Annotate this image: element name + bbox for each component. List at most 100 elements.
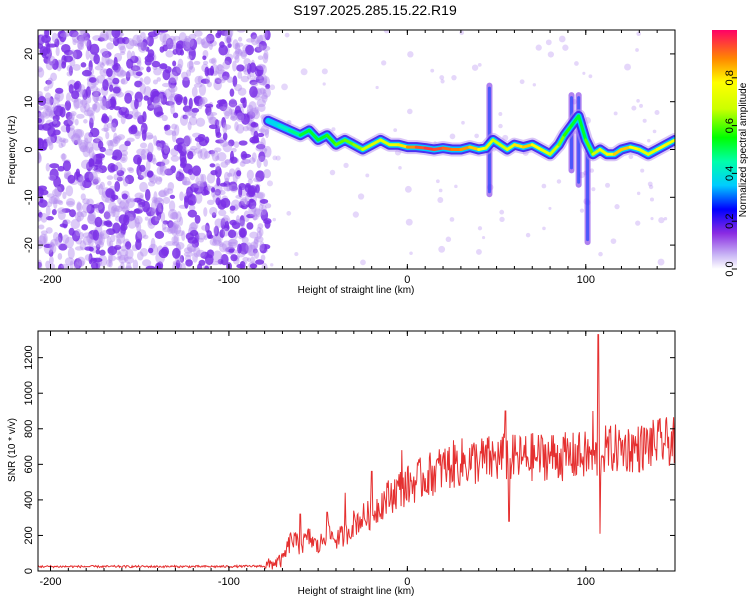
noise-blob (148, 103, 158, 109)
noise-blob (120, 70, 127, 77)
noise-blob (50, 263, 56, 269)
noise-blob (239, 198, 247, 203)
noise-blob (229, 98, 237, 109)
noise-blob (117, 174, 125, 182)
noise-blob (116, 176, 123, 182)
noise-blob (140, 31, 146, 39)
noise-blob (99, 30, 110, 42)
noise-dot (654, 109, 660, 116)
noise-blob (103, 211, 111, 220)
noise-blob (121, 193, 128, 200)
snr-ytick-label: 0 (23, 568, 35, 574)
noise-blob (57, 232, 63, 243)
noise-blob (74, 261, 80, 269)
noise-dot (605, 182, 611, 188)
noise-blob (86, 198, 94, 206)
noise-blob (159, 165, 165, 173)
noise-dot (498, 123, 503, 129)
spectrogram-x-ticks: -200 -100 0 100 (39, 30, 676, 286)
noise-blob (89, 127, 100, 138)
noise-blob (87, 213, 96, 225)
noise-blob (59, 32, 69, 38)
noise-blob (168, 95, 173, 106)
ridge-segment (664, 138, 675, 147)
noise-blob (73, 139, 79, 146)
noise-blob (107, 201, 117, 214)
noise-blob (118, 201, 126, 209)
noise-blob (89, 117, 94, 130)
noise-blob (61, 43, 71, 53)
noise-dot (343, 162, 349, 169)
noise-blob (237, 48, 242, 55)
noise-blob (229, 115, 238, 121)
noise-blob (81, 97, 88, 109)
noise-blob (45, 260, 51, 269)
noise-blob (97, 232, 105, 237)
noise-blob (154, 230, 165, 239)
noise-blob (47, 126, 56, 137)
noise-blob (259, 87, 266, 94)
noise-blob (189, 229, 199, 237)
noise-blob (167, 220, 174, 228)
noise-blob (106, 42, 114, 50)
noise-dot (639, 103, 643, 108)
noise-blob (202, 60, 209, 65)
noise-blob (224, 30, 233, 39)
noise-blob (59, 106, 66, 118)
noise-blob (125, 241, 132, 250)
noise-blob (140, 41, 147, 51)
noise-blob (186, 60, 194, 70)
noise-blob (95, 88, 101, 94)
noise-blob (232, 39, 239, 50)
noise-blob (88, 60, 93, 72)
noise-blob (211, 212, 217, 219)
noise-blob (253, 250, 260, 259)
noise-blob (206, 230, 213, 239)
noise-blob (220, 197, 231, 209)
noise-dot (286, 210, 292, 216)
ridge-segment (577, 114, 588, 142)
noise-blob (91, 90, 101, 98)
noise-blob (45, 61, 54, 71)
noise-blob (75, 128, 85, 139)
noise-blob (264, 219, 271, 229)
noise-blob (144, 188, 151, 201)
noise-blob (255, 236, 264, 243)
noise-blob (263, 50, 269, 60)
noise-blob (156, 166, 164, 175)
noise-blob (151, 90, 160, 97)
noise-blob (154, 215, 161, 222)
noise-blob (256, 191, 266, 199)
noise-blob (105, 59, 116, 66)
noise-dot (582, 71, 586, 75)
noise-blob (58, 137, 66, 143)
noise-blob (172, 60, 177, 67)
noise-blob (120, 149, 128, 157)
ridge-segment (521, 143, 534, 149)
ridge-segment (423, 146, 436, 151)
noise-blob (153, 197, 164, 203)
noise-blob (246, 244, 256, 257)
noise-blob (238, 242, 249, 255)
noise-blob (134, 208, 141, 214)
noise-blob (57, 210, 66, 221)
noise-blob (65, 92, 71, 103)
noise-blob (246, 104, 254, 114)
noise-blob (82, 236, 92, 246)
noise-blob (85, 141, 94, 154)
noise-blob (239, 161, 246, 167)
noise-blob (147, 142, 154, 155)
noise-blob (208, 116, 217, 125)
noise-blob (205, 33, 215, 44)
noise-blob (249, 85, 258, 98)
noise-blob (77, 38, 84, 50)
noise-blob (235, 124, 245, 134)
noise-blob (93, 53, 100, 65)
noise-blob (80, 30, 87, 36)
noise-blob (64, 31, 71, 37)
noise-blob (222, 122, 228, 134)
noise-blob (99, 181, 105, 190)
noise-blob (45, 205, 51, 217)
noise-blob (233, 50, 240, 60)
noise-blob (253, 236, 259, 245)
